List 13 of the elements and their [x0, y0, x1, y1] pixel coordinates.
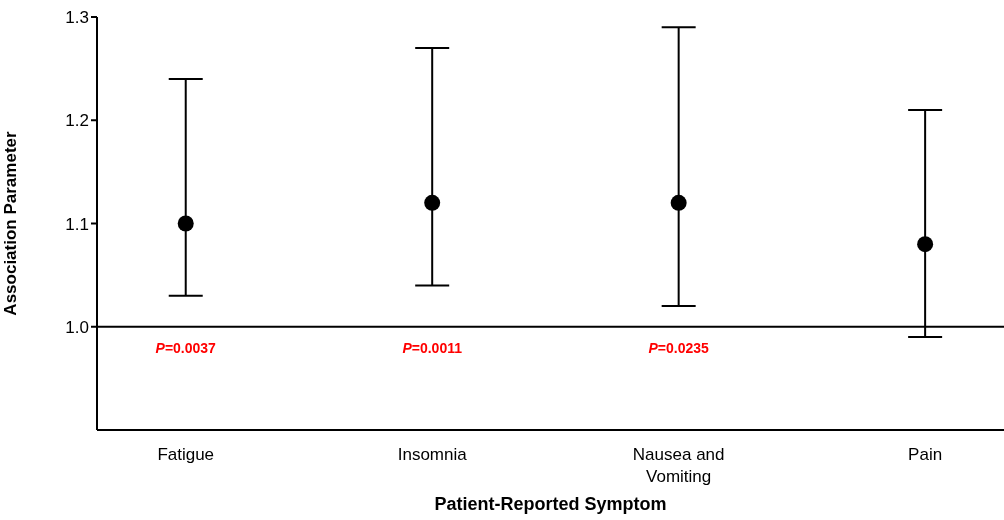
y-tick-label: 1.1: [65, 214, 89, 234]
x-tick-label: Pain: [908, 445, 943, 464]
annotation: P=0.0235: [648, 340, 710, 357]
y-axis-title: Association Parameter: [1, 131, 21, 316]
annotation: P=0.0037: [155, 340, 217, 357]
x-axis-title: Patient-Reported Symptom: [434, 494, 667, 514]
x-tick-label: Insomnia: [397, 445, 468, 464]
y-tick-label: 1.3: [65, 8, 89, 28]
y-tick-label: 1.2: [65, 111, 89, 131]
annotation: P=0.0011: [402, 340, 463, 357]
x-tick-label: Fatigue: [157, 445, 215, 464]
x-tick-label: Nausea and Vomiting: [632, 445, 725, 486]
y-tick-label: 1.0: [65, 317, 89, 337]
